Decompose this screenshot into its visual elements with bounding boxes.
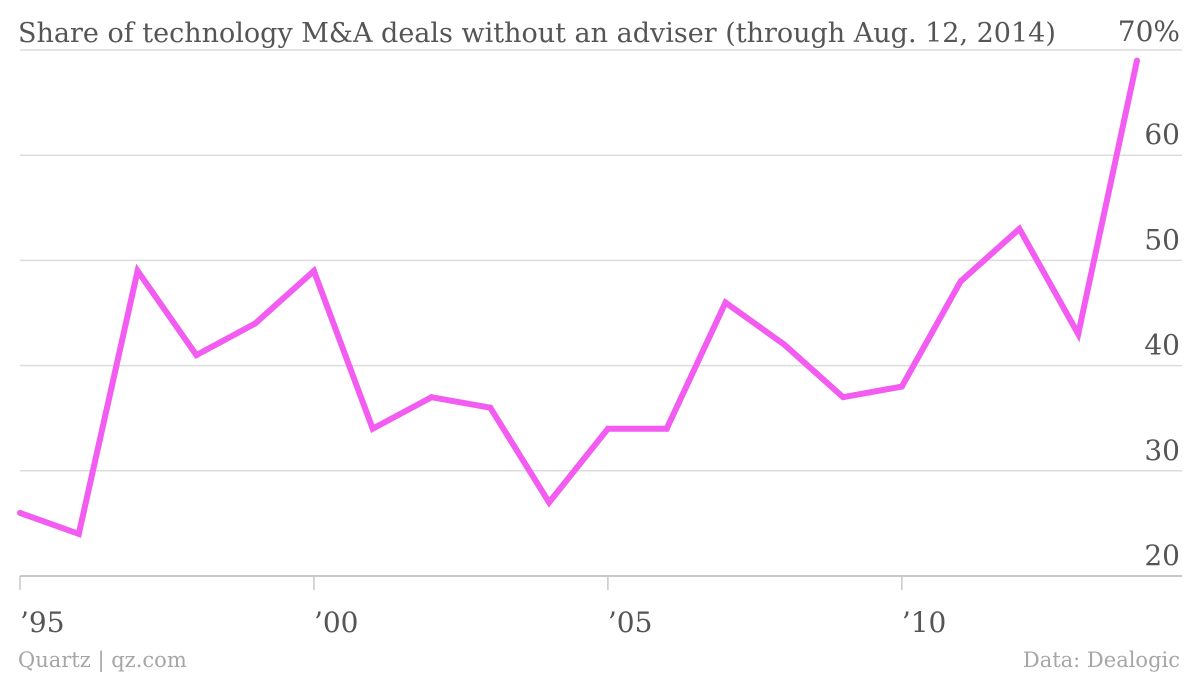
data-point-2003 <box>487 404 494 411</box>
y-tick-label-40: 40 <box>1144 329 1180 362</box>
data-point-1999 <box>252 320 259 327</box>
gridlines <box>20 49 1182 577</box>
x-axis: ’95 ’00 ’05 ’10 <box>19 576 947 639</box>
data-point-2005 <box>604 425 611 432</box>
data-point-2000 <box>310 267 317 274</box>
y-tick-label-30: 30 <box>1144 434 1180 467</box>
x-tick-label-2010: ’10 <box>902 606 947 639</box>
chart-title: Share of technology M&A deals without an… <box>18 18 1056 49</box>
data-point-1998 <box>193 352 200 359</box>
data-point-2006 <box>663 425 670 432</box>
data-point-2002 <box>428 394 435 401</box>
data-point-2009 <box>840 394 847 401</box>
data-point-2013 <box>1075 331 1082 338</box>
data-point-1996 <box>75 530 82 537</box>
x-tick-label-2005: ’05 <box>608 606 653 639</box>
x-tick-label-1995: ’95 <box>20 606 65 639</box>
footer-credit: Quartz | qz.com <box>18 648 187 673</box>
data-point-2008 <box>781 341 788 348</box>
data-point-2011 <box>957 278 964 285</box>
series-layer <box>17 57 1140 538</box>
data-point-2014 <box>1134 57 1140 64</box>
data-point-1997 <box>134 267 141 274</box>
x-tick-label-2000: ’00 <box>314 606 359 639</box>
y-tick-label-50: 50 <box>1144 223 1180 256</box>
y-axis: 20 30 40 50 60 70% <box>1118 15 1180 572</box>
footer-source: Data: Dealogic <box>1023 648 1180 672</box>
series-line-0 <box>18 59 1140 538</box>
data-point-1995 <box>17 509 23 516</box>
y-tick-label-60: 60 <box>1144 118 1180 151</box>
data-point-2004 <box>546 499 553 506</box>
data-point-2007 <box>722 299 729 306</box>
data-point-2010 <box>898 383 905 390</box>
data-point-2001 <box>369 425 376 432</box>
y-tick-label-70: 70% <box>1118 15 1180 48</box>
data-point-2012 <box>1016 225 1023 232</box>
y-tick-label-20: 20 <box>1144 539 1180 572</box>
